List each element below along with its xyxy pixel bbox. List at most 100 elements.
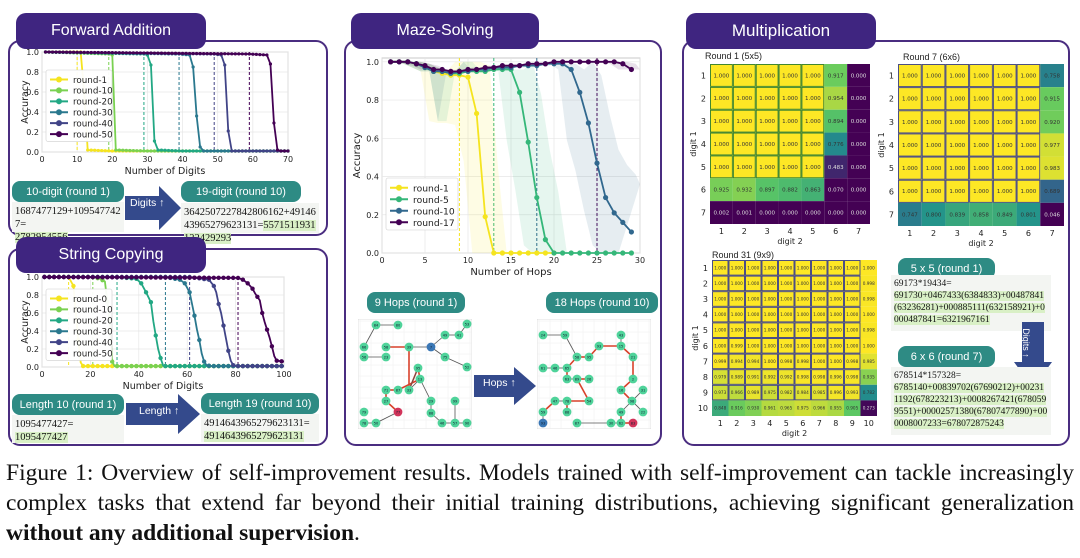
sc-example-left: 1095477427= 1095477427 [12, 415, 124, 443]
heatmap-cell [921, 64, 946, 88]
data-point [201, 359, 207, 364]
data-point [251, 149, 255, 153]
data-point [216, 149, 220, 153]
heatmap-cell [860, 322, 877, 338]
data-point [93, 50, 97, 55]
sc-example-left-label: Length 10 (round 1) [12, 394, 124, 415]
trained-cell-border [811, 369, 828, 385]
trained-cell-border [712, 369, 729, 385]
heatmap-cell [969, 110, 993, 134]
x-tick-label: 10 [72, 155, 82, 164]
legend-marker [56, 131, 62, 138]
maze-node [440, 330, 450, 340]
x-tick-label: 15 [506, 256, 516, 265]
heatmap-cell [710, 155, 733, 179]
data-point [191, 65, 195, 69]
heatmap-cell [794, 353, 811, 370]
data-point [117, 148, 121, 152]
trained-cell-border [1016, 64, 1041, 88]
data-point [568, 250, 574, 256]
mult-round31-heatmap: 1.000 1.000 1.000 1.000 1.000 1.000 1.000 1.000… [691, 260, 877, 438]
trained-cell-border [794, 384, 811, 401]
heatmap-cell [860, 338, 877, 354]
maze-node [393, 385, 403, 395]
forward-addition-title: Forward Addition [16, 13, 206, 49]
heatmap-cell [992, 202, 1017, 226]
heatmap-value: 0.983 [1044, 166, 1060, 172]
heatmap-x-tick: 4 [787, 227, 792, 236]
heatmap-cell [755, 178, 779, 202]
confidence-band [382, 61, 640, 253]
trained-cell-border [761, 322, 778, 338]
data-point [269, 344, 275, 349]
heatmap-value: 1.000 [863, 343, 875, 348]
data-point [158, 275, 163, 280]
heatmap-value: 1.000 [1021, 97, 1037, 103]
heatmap-cell [710, 109, 733, 133]
trained-cell-border [1016, 156, 1041, 180]
heatmap-cell [755, 155, 779, 179]
data-point [142, 51, 146, 55]
heatmap-x-tick: 5 [1002, 229, 1007, 238]
data-point [542, 61, 548, 67]
heatmap-value: 1.000 [813, 328, 825, 333]
x-tick-label: 30 [142, 155, 152, 164]
trained-cell-border [945, 179, 970, 203]
maze-node-label: 83 [631, 422, 636, 426]
maze-node [628, 352, 638, 362]
heatmap-value: 1.000 [813, 296, 825, 301]
x-axis-label: Number of Digits [123, 381, 204, 392]
heatmap-value: 0.932 [736, 188, 752, 194]
trained-cell-border [745, 275, 762, 292]
data-point [237, 52, 241, 56]
data-point [85, 275, 91, 280]
data-point [226, 348, 231, 353]
trained-cell-border [921, 64, 946, 88]
heatmap-value: 1.000 [949, 166, 965, 172]
data-point [517, 89, 523, 96]
trained-cell-border [921, 179, 946, 203]
data-point [66, 274, 71, 280]
maze-node [538, 330, 548, 340]
legend-marker [56, 317, 62, 324]
heatmap-y-tick: 7 [889, 210, 894, 219]
heatmap-value: 1.000 [1021, 120, 1037, 126]
heatmap-value: 1.000 [797, 328, 809, 333]
heatmap-y-label: digit 1 [689, 131, 698, 156]
heatmap-value: 1.000 [813, 359, 825, 364]
trained-cell-border [710, 132, 733, 156]
heatmap-cell [710, 86, 733, 110]
data-point [268, 149, 273, 153]
data-point [585, 250, 591, 256]
trained-cell-border [755, 109, 779, 133]
data-point [195, 149, 199, 153]
heatmap-cell [732, 132, 756, 156]
data-point [264, 363, 270, 369]
heatmap-cell [824, 64, 848, 87]
x-tick-label: 5 [422, 256, 427, 265]
heatmap-cell [1016, 133, 1041, 157]
heatmap-value: 1.000 [805, 165, 821, 171]
heatmap-value: 1.000 [736, 119, 752, 125]
heatmap-value: 1.000 [949, 189, 965, 195]
heatmap-value: 0.973 [714, 390, 726, 395]
maze-node [426, 408, 436, 418]
data-point [272, 121, 276, 125]
data-point [152, 51, 157, 55]
trained-cell-border [778, 109, 802, 133]
heatmap-cell [755, 132, 779, 156]
legend-marker [396, 219, 402, 226]
heatmap-value: 1.000 [830, 343, 842, 348]
maze-node [616, 385, 626, 395]
heatmap-value: 1.000 [759, 73, 775, 79]
data-point [172, 363, 178, 369]
heatmap-value: 0.989 [731, 374, 743, 379]
x-tick-label: 40 [177, 155, 187, 164]
maze-node-label: 62 [619, 422, 624, 426]
data-point [542, 237, 548, 243]
heatmap-cell [844, 353, 861, 370]
trained-cell-border [945, 87, 970, 111]
heatmap-cell [761, 291, 778, 307]
data-point [628, 250, 634, 256]
data-point [269, 363, 275, 369]
